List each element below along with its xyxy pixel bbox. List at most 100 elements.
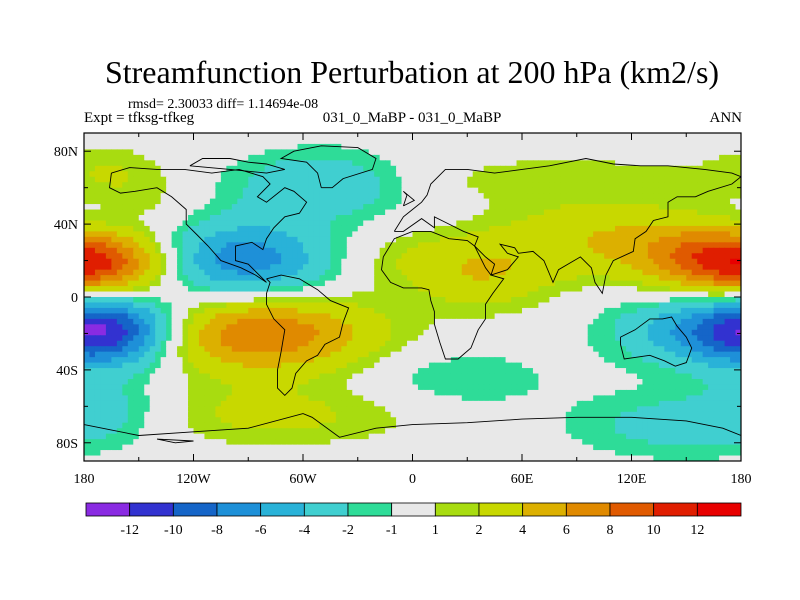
field-cell	[647, 182, 654, 189]
field-cell	[522, 297, 529, 304]
field-cell	[686, 258, 693, 265]
field-cell	[615, 247, 622, 254]
field-cell	[708, 215, 715, 222]
field-cell	[368, 264, 375, 271]
field-cell	[598, 231, 605, 238]
field-cell	[642, 182, 649, 189]
field-cell	[324, 253, 331, 260]
field-cell	[226, 247, 233, 254]
field-cell	[368, 302, 375, 309]
field-cell	[352, 193, 359, 200]
field-cell	[357, 160, 364, 167]
field-cell	[138, 225, 145, 232]
field-cell	[702, 176, 709, 183]
field-cell	[286, 176, 293, 183]
field-cell	[724, 193, 731, 200]
field-cell	[615, 133, 622, 140]
field-cell	[450, 143, 457, 150]
field-cell	[587, 143, 594, 150]
field-cell	[303, 193, 310, 200]
field-cell	[511, 225, 518, 232]
field-cell	[735, 133, 741, 140]
field-cell	[149, 133, 156, 140]
field-cell	[554, 138, 561, 145]
field-cell	[105, 324, 112, 331]
field-cell	[363, 154, 370, 161]
field-cell	[352, 264, 359, 271]
field-cell	[171, 182, 178, 189]
field-cell	[209, 346, 216, 353]
field-cell	[209, 182, 216, 189]
field-cell	[242, 351, 249, 358]
field-cell	[423, 269, 430, 276]
field-cell	[166, 231, 173, 238]
field-cell	[691, 340, 698, 347]
field-cell	[620, 160, 627, 167]
field-cell	[155, 204, 162, 211]
field-cell	[472, 209, 479, 216]
field-cell	[324, 176, 331, 183]
field-cell	[303, 291, 310, 298]
field-cell	[390, 209, 397, 216]
field-cell	[231, 264, 238, 271]
field-cell	[138, 220, 145, 227]
field-cell	[719, 280, 726, 287]
field-cell	[171, 357, 178, 364]
field-cell	[647, 302, 654, 309]
field-cell	[144, 187, 151, 194]
field-cell	[664, 231, 671, 238]
field-cell	[182, 351, 189, 358]
field-cell	[352, 335, 359, 342]
field-cell	[423, 253, 430, 260]
field-cell	[313, 236, 321, 243]
field-cell	[198, 165, 206, 172]
field-cell	[428, 286, 435, 293]
field-cell	[631, 307, 638, 314]
field-cell	[144, 253, 151, 260]
field-cell	[686, 171, 693, 178]
field-cell	[417, 225, 425, 232]
field-cell	[615, 302, 622, 309]
field-cell	[626, 171, 633, 178]
field-cell	[122, 231, 129, 238]
field-cell	[281, 297, 288, 304]
field-cell	[275, 193, 282, 200]
field-cell	[620, 258, 627, 265]
field-cell	[155, 351, 162, 358]
field-cell	[396, 346, 403, 353]
field-cell	[516, 143, 523, 150]
field-cell	[653, 297, 660, 304]
field-cell	[374, 198, 381, 205]
field-cell	[505, 297, 512, 304]
field-cell	[368, 258, 375, 265]
field-cell	[144, 198, 151, 205]
field-cell	[270, 253, 277, 260]
field-cell	[631, 297, 638, 304]
field-cell	[702, 329, 709, 336]
field-cell	[368, 286, 375, 293]
field-cell	[724, 231, 731, 238]
field-cell	[182, 225, 189, 232]
field-cell	[368, 220, 375, 227]
field-cell	[237, 209, 244, 216]
field-cell	[489, 302, 496, 309]
field-cell	[335, 269, 342, 276]
field-cell	[319, 318, 326, 325]
field-cell	[127, 351, 134, 358]
field-cell	[631, 171, 638, 178]
field-cell	[647, 318, 654, 325]
field-cell	[286, 236, 293, 243]
field-cell	[160, 154, 167, 161]
field-cell	[658, 160, 665, 167]
field-cell	[472, 160, 479, 167]
field-cell	[636, 324, 644, 331]
field-cell	[631, 340, 638, 347]
field-cell	[522, 318, 529, 325]
field-cell	[587, 187, 594, 194]
field-cell	[642, 329, 649, 336]
field-cell	[138, 187, 145, 194]
field-cell	[675, 209, 682, 216]
field-cell	[220, 198, 227, 205]
field-cell	[636, 269, 644, 276]
field-cell	[111, 313, 118, 320]
